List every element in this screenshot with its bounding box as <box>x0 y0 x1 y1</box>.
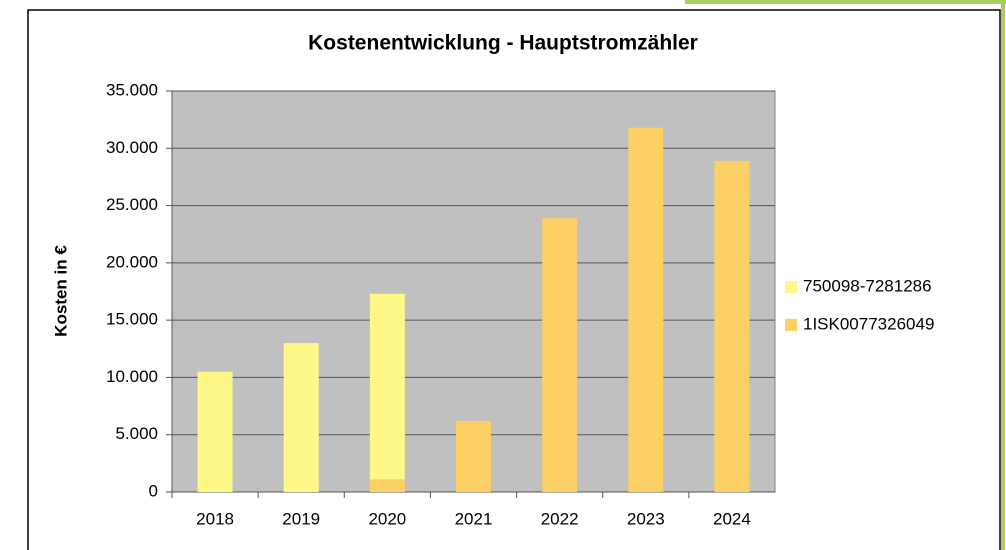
x-tick-label: 2022 <box>541 509 579 528</box>
x-tick-label: 2020 <box>368 509 406 528</box>
legend-swatch <box>785 319 797 331</box>
bar <box>197 371 233 492</box>
y-tick-label: 10.000 <box>106 367 158 386</box>
y-tick-label: 15.000 <box>106 310 158 329</box>
y-tick-label: 20.000 <box>106 252 158 271</box>
x-tick-label: 2024 <box>713 509 751 528</box>
y-tick-label: 5.000 <box>115 424 158 443</box>
bar <box>369 293 405 480</box>
legend-label: 1ISK0077326049 <box>803 314 934 333</box>
x-tick-label: 2019 <box>282 509 320 528</box>
x-tick-label: 2018 <box>196 509 234 528</box>
y-tick-label: 25.000 <box>106 195 158 214</box>
y-tick-label: 0 <box>149 481 158 500</box>
legend-label: 750098-7281286 <box>803 276 932 295</box>
bar <box>714 160 750 493</box>
legend-swatch <box>785 281 797 293</box>
x-tick-label: 2021 <box>455 509 493 528</box>
y-tick-label: 35.000 <box>106 80 158 99</box>
x-tick-label: 2023 <box>627 509 665 528</box>
bar <box>369 479 405 492</box>
bar <box>456 420 491 492</box>
y-axis-label: Kosten in € <box>51 245 70 337</box>
bar <box>628 127 664 493</box>
chart-title: Kostenentwicklung - Hauptstromzähler <box>308 32 698 55</box>
bar <box>542 218 578 492</box>
bar <box>283 343 319 492</box>
y-tick-label: 30.000 <box>106 138 158 157</box>
